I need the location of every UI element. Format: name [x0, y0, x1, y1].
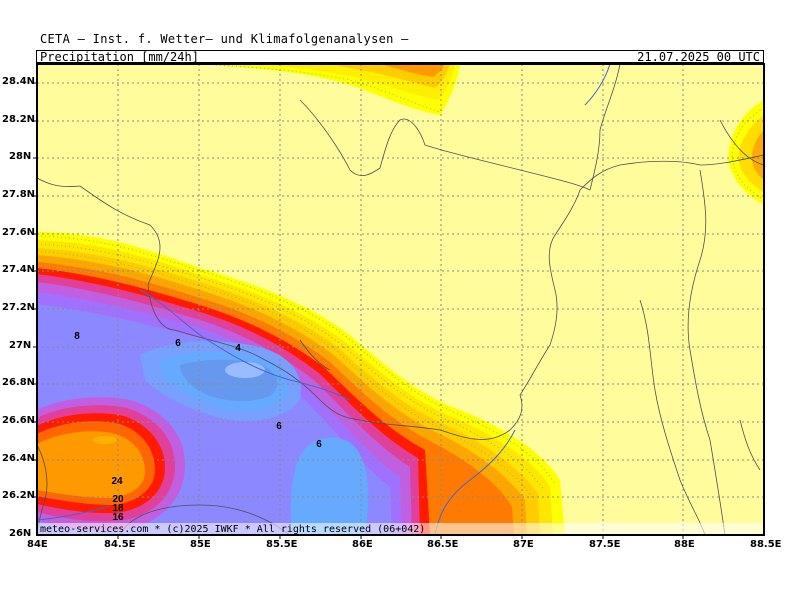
lon-label: 88E: [674, 539, 695, 550]
datetime-label: 21.07.2025 00 UTC: [637, 50, 760, 64]
lat-label: 27.4N: [2, 264, 36, 275]
lat-label: 26.4N: [2, 453, 36, 464]
lat-label: 26.2N: [2, 490, 36, 501]
lat-label: 28.4N: [2, 76, 36, 87]
contour-label: 18: [112, 503, 124, 514]
east-precip-area: [728, 100, 764, 205]
credit-text: meteo-services.com * (c)2025 IWKF * All …: [40, 524, 425, 535]
map-title: CETA — Inst. f. Wetter— und Klimafolgena…: [40, 32, 409, 46]
contour-label: 16: [112, 512, 124, 523]
lon-label: 86.5E: [427, 539, 459, 550]
credit-strip: [37, 523, 764, 535]
rivers: [37, 64, 611, 535]
map-subheader: Precipitation [mm/24h] 21.07.2025 00 UTC: [36, 50, 764, 64]
lat-label: 28.2N: [2, 114, 36, 125]
lon-label: 84E: [27, 539, 48, 550]
contour-label: 8: [74, 331, 80, 342]
contour-label-group: 8 6 4 6 6 24 20 18 16: [74, 331, 322, 523]
lon-label: 84.5E: [104, 539, 136, 550]
contour-label: 6: [316, 439, 322, 450]
contour-label: 6: [175, 338, 181, 349]
map-frame: [36, 63, 765, 536]
north-precip-area: [195, 64, 460, 115]
lon-label: 87.5E: [589, 539, 621, 550]
contour-dots: [37, 64, 764, 504]
lat-label: 28N: [9, 151, 32, 162]
lat-label: 27.8N: [2, 189, 36, 200]
lon-label: 88.5E: [750, 539, 782, 550]
graticule: [37, 64, 764, 535]
axis-ticks: [33, 82, 684, 539]
lon-label: 85.5E: [266, 539, 298, 550]
lat-label: 27N: [9, 340, 32, 351]
lat-label: 26N: [9, 528, 32, 539]
lon-label: 87E: [513, 539, 534, 550]
lon-label: 85E: [190, 539, 211, 550]
contour-label: 20: [112, 494, 124, 505]
lon-label: 86E: [352, 539, 373, 550]
map-field: 8 6 4 6 6 24 20 18 16 meteo-services.com…: [37, 64, 764, 535]
lat-label: 26.6N: [2, 415, 36, 426]
southwest-heavy-core: [37, 397, 185, 531]
lat-label: 27.2N: [2, 302, 36, 313]
contour-label: 6: [276, 421, 282, 432]
lat-label: 27.6N: [2, 227, 36, 238]
variable-label: Precipitation [mm/24h]: [40, 50, 199, 64]
country-borders: [37, 64, 764, 535]
lat-label: 26.8N: [2, 377, 36, 388]
contour-label: 24: [111, 476, 123, 487]
contour-label: 4: [235, 343, 241, 354]
